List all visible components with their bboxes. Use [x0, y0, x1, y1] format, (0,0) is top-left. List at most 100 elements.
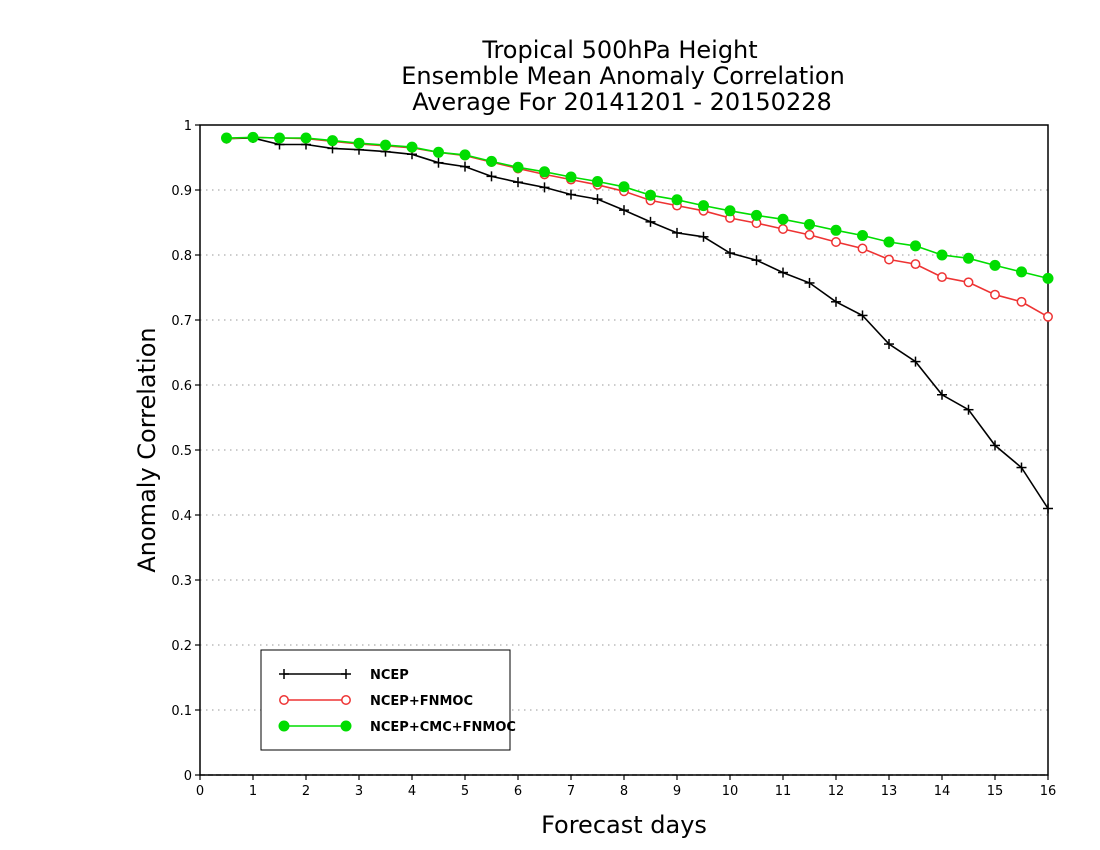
- data-point: [406, 141, 418, 153]
- x-tick-label: 11: [775, 784, 792, 799]
- data-point: [910, 356, 921, 367]
- data-point: [353, 137, 365, 149]
- data-point: [1016, 266, 1027, 278]
- x-tick-label: 1: [249, 784, 257, 799]
- x-tick-label: 13: [881, 784, 898, 799]
- data-point: [857, 310, 868, 321]
- data-point: [512, 161, 524, 173]
- data-point: [1016, 296, 1027, 307]
- title-line-2: Ensemble Mean Anomaly Correlation: [401, 62, 845, 90]
- data-point: [804, 277, 815, 288]
- legend-marker: [279, 695, 289, 705]
- x-tick-label: 16: [1040, 784, 1057, 799]
- data-point: [1043, 311, 1053, 322]
- x-tick-label: 9: [673, 784, 681, 799]
- data-point: [592, 194, 603, 205]
- x-tick-label: 5: [461, 784, 469, 799]
- data-point: [327, 135, 338, 147]
- y-tick-label: 0: [184, 769, 192, 784]
- y-tick-label: 0.6: [171, 379, 192, 394]
- x-tick-label: 3: [355, 784, 363, 799]
- data-point: [592, 176, 603, 188]
- series-line: [226, 136, 1049, 280]
- data-point: [539, 182, 550, 193]
- series-0: [221, 133, 1053, 514]
- x-axis-label: Forecast days: [541, 811, 707, 839]
- data-point: [459, 149, 471, 161]
- x-tick-label: 7: [567, 784, 575, 799]
- data-point: [804, 218, 815, 230]
- data-point: [672, 227, 682, 238]
- title-line-1: Tropical 500hPa Height: [481, 36, 757, 64]
- y-tick-label: 1: [184, 119, 192, 134]
- data-point: [565, 171, 577, 183]
- data-point: [857, 230, 868, 241]
- legend-marker: [278, 720, 290, 732]
- data-point: [433, 157, 444, 168]
- y-tick-label: 0.2: [171, 639, 192, 654]
- data-point: [963, 252, 974, 264]
- data-point: [300, 132, 312, 144]
- data-point: [619, 205, 629, 216]
- y-tick-label: 0.4: [171, 509, 192, 524]
- data-point: [566, 189, 576, 200]
- chart-title: Tropical 500hPa Height Ensemble Mean Ano…: [401, 36, 845, 116]
- data-point: [831, 237, 841, 247]
- data-point: [751, 255, 762, 266]
- data-point: [698, 231, 709, 242]
- data-point: [1043, 503, 1053, 514]
- y-tick-label: 0.9: [171, 184, 192, 199]
- legend-marker: [341, 695, 351, 705]
- data-point: [513, 177, 523, 188]
- data-point: [698, 200, 709, 212]
- data-point: [989, 259, 1001, 271]
- data-point: [937, 389, 947, 400]
- data-point: [1016, 462, 1027, 473]
- data-point: [936, 249, 948, 261]
- legend: NCEP NCEP+FNMOC NCEP+CMC+FNMOC: [260, 649, 516, 751]
- series-group: [221, 131, 1054, 514]
- series-2: [221, 131, 1054, 284]
- data-point: [460, 161, 470, 172]
- legend-marker: [341, 669, 351, 679]
- series-line: [226, 136, 1049, 318]
- title-line-3: Average For 20141201 - 20150228: [412, 88, 832, 116]
- data-point: [751, 209, 762, 221]
- data-point: [618, 181, 630, 193]
- data-point: [671, 194, 683, 206]
- data-point: [778, 267, 788, 278]
- series-line: [226, 137, 1049, 509]
- data-point: [990, 440, 1000, 451]
- data-point: [883, 236, 895, 248]
- data-point: [539, 166, 550, 178]
- data-point: [804, 229, 815, 240]
- x-tick-label: 4: [408, 784, 416, 799]
- data-point: [963, 277, 974, 288]
- data-point: [247, 131, 259, 143]
- series-1: [221, 132, 1053, 322]
- data-point: [963, 404, 974, 415]
- data-point: [725, 248, 735, 259]
- legend-label: NCEP+FNMOC: [370, 694, 473, 709]
- data-point: [486, 155, 497, 167]
- data-point: [937, 272, 947, 283]
- data-point: [1042, 272, 1054, 284]
- data-point: [724, 205, 736, 217]
- legend-marker: [340, 720, 352, 732]
- data-point: [433, 146, 444, 158]
- axis-ticks: 00.10.20.30.40.50.60.70.80.910 1 2 3 4 5 6 7 8 9 1…: [171, 119, 1056, 799]
- y-tick-label: 0.7: [171, 314, 192, 329]
- x-tick-label: 8: [620, 784, 628, 799]
- x-tick-label: 12: [828, 784, 845, 799]
- data-point: [778, 224, 788, 234]
- x-tick-label: 10: [722, 784, 739, 799]
- data-point: [831, 296, 841, 307]
- data-point: [777, 213, 789, 225]
- data-point: [884, 339, 894, 350]
- legend-label: NCEP: [370, 668, 409, 683]
- legend-label: NCEP+CMC+FNMOC: [370, 720, 516, 735]
- data-point: [486, 171, 497, 182]
- data-point: [274, 132, 285, 144]
- data-point: [910, 240, 921, 252]
